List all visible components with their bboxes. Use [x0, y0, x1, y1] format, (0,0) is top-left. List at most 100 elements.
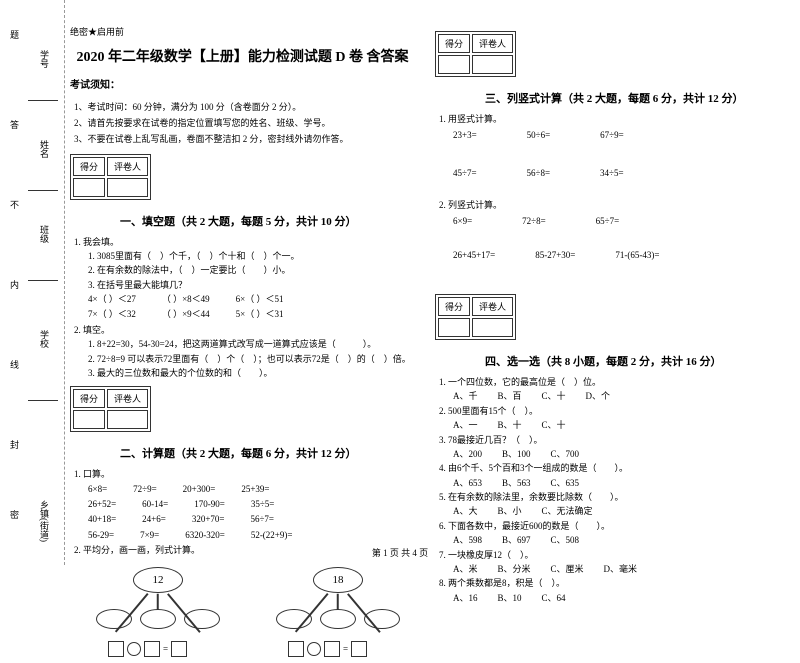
expr: （ ）×8＜49: [162, 292, 210, 307]
mc-option: C、635: [551, 476, 580, 490]
mc-option: B、分米: [498, 562, 531, 576]
mc-option: C、700: [551, 447, 580, 461]
expr: 6×9=: [453, 212, 472, 232]
expr: 56÷7=: [250, 512, 274, 527]
q-item: 3. 最大的三位数和最大的个位数的和（ ）。: [88, 366, 415, 380]
expr: 45÷7=: [453, 164, 477, 184]
small-oval: [364, 609, 400, 629]
square: [144, 641, 160, 657]
section3-title: 三、列竖式计算（共 2 大题，每题 6 分，共计 12 分）: [485, 90, 780, 106]
expr: 26+52=: [88, 497, 116, 512]
expr: 7×9=: [140, 528, 159, 543]
small-oval: [140, 609, 176, 629]
mc-options: A、一B、十C、十: [453, 418, 780, 432]
expr: 34÷5=: [600, 164, 624, 184]
q-item: 2. 72÷8=9 可以表示72里面有（ ）个（ ）；也可以表示72是（ ）的（…: [88, 352, 415, 366]
mc-question: 1. 一个四位数，它的最高位是（ ）位。: [439, 375, 780, 389]
mc-option: A、一: [453, 418, 478, 432]
small-oval: [96, 609, 132, 629]
right-column: 得分评卷人 三、列竖式计算（共 2 大题，每题 6 分，共计 12 分） 1. …: [435, 25, 780, 663]
mc-option: A、大: [453, 504, 478, 518]
q: 1. 我会填。: [74, 235, 415, 249]
mc-options: A、16B、10C、64: [453, 591, 780, 605]
expr: 7×（ ）＜32: [88, 307, 136, 322]
note: 2、请首先按要求在试卷的指定位置填写您的姓名、班级、学号。: [74, 115, 415, 131]
mc-option: C、64: [542, 591, 566, 605]
label-id: 学号: [38, 50, 51, 68]
mc-option: B、小: [498, 504, 522, 518]
exam-title: 2020 年二年级数学【上册】能力检测试题 D 卷 含答案: [70, 46, 415, 66]
mc-option: A、653: [453, 476, 482, 490]
mc-question: 8. 两个乘数都是8，积是（ ）。: [439, 576, 780, 590]
expr: 56÷8=: [527, 164, 551, 184]
square: [351, 641, 367, 657]
expr: 85-27+30=: [535, 246, 575, 266]
mc-option: B、百: [498, 389, 522, 403]
square: [324, 641, 340, 657]
score-box: 得分评卷人: [435, 294, 516, 340]
expr: 35÷5=: [251, 497, 275, 512]
expr: 24+6=: [142, 512, 166, 527]
left-column: 绝密★启用前 2020 年二年级数学【上册】能力检测试题 D 卷 含答案 考试须…: [70, 25, 415, 663]
expr: 320+70=: [192, 512, 225, 527]
small-oval: [320, 609, 356, 629]
score-box: 得分评卷人: [70, 154, 151, 200]
mc-option: C、无法确定: [542, 504, 593, 518]
seal-char: 题: [8, 30, 21, 39]
note: 3、不要在试卷上乱写乱画，卷面不整洁扣 2 分，密封线外请勿作答。: [74, 131, 415, 147]
mc-options: A、米B、分米C、厘米D、毫米: [453, 562, 780, 576]
expr: 40+18=: [88, 512, 116, 527]
marker-label: 评卷人: [472, 34, 513, 53]
expr: 71-(65-43)=: [615, 246, 659, 266]
mc-question: 3. 78最接近几百？（ ）。: [439, 433, 780, 447]
note: 1、考试时间：60 分钟，满分为 100 分（含卷面分 2 分）。: [74, 99, 415, 115]
line: [28, 280, 58, 281]
mc-option: C、厘米: [551, 562, 584, 576]
mc-options: A、200 B、100 C、700: [453, 447, 780, 461]
seal-char: 答: [8, 120, 21, 129]
section4-title: 四、选一选（共 8 小题，每题 2 分，共计 16 分）: [485, 353, 780, 369]
diagrams: 12 = 18: [88, 567, 415, 657]
section2-title: 二、计算题（共 2 大题，每题 6 分，共计 12 分）: [120, 445, 415, 461]
line: [28, 100, 58, 101]
line: [28, 400, 58, 401]
square: [108, 641, 124, 657]
expr: 4×（ ）＜27: [88, 292, 136, 307]
mc-option: C、十: [542, 418, 566, 432]
mc-options: A、653B、563C、635: [453, 476, 780, 490]
expr: 5×（ ）＜31: [236, 307, 284, 322]
expr: 60-14=: [142, 497, 168, 512]
expr: 50÷6=: [527, 126, 551, 146]
expr: 65÷7=: [596, 212, 620, 232]
seal-char: 线: [8, 360, 21, 369]
q: 2. 填空。: [74, 323, 415, 337]
mc-question: 6. 下面各数中，最接近600的数是（ ）。: [439, 519, 780, 533]
page-footer: 第 1 页 共 4 页: [0, 546, 800, 559]
score-box: 得分评卷人: [70, 386, 151, 432]
score-box: 得分评卷人: [435, 31, 516, 77]
mc-option: B、100: [502, 447, 531, 461]
q-item: 2. 在有余数的除法中，（ ）一定要比（ ）小。: [88, 263, 415, 277]
mc-option: A、千: [453, 389, 478, 403]
equals: =: [343, 644, 348, 654]
expr: 20+300=: [183, 482, 216, 497]
circle: [127, 642, 141, 656]
mc-question: 2. 500里面有15个（ ）。: [439, 404, 780, 418]
mc-options: A、大 B、小 C、无法确定: [453, 504, 780, 518]
square: [288, 641, 304, 657]
secret-label: 绝密★启用前: [70, 25, 415, 38]
q: 1. 用竖式计算。: [439, 112, 780, 126]
seal-char: 不: [8, 200, 21, 209]
mc-question: 4. 由6个千、5个百和3个一组成的数是（ ）。: [439, 461, 780, 475]
mc-option: C、十: [542, 389, 566, 403]
diagram: 12 =: [88, 567, 228, 657]
mc-question: 5. 在有余数的除法里，余数要比除数（ ）。: [439, 490, 780, 504]
binding-sidebar: 学号 姓名 班级 学校 乡镇(街道) 题 答 不 内 线 封 密: [0, 0, 65, 565]
expr: 56-29=: [88, 528, 114, 543]
mc-option: A、200: [453, 447, 482, 461]
q-item: 1. 3085里面有（ ）个千，（ ）个十和（ ）个一。: [88, 249, 415, 263]
score-label: 得分: [438, 34, 470, 53]
line: [28, 190, 58, 191]
score-label: 得分: [73, 389, 105, 408]
seal-char: 封: [8, 440, 21, 449]
